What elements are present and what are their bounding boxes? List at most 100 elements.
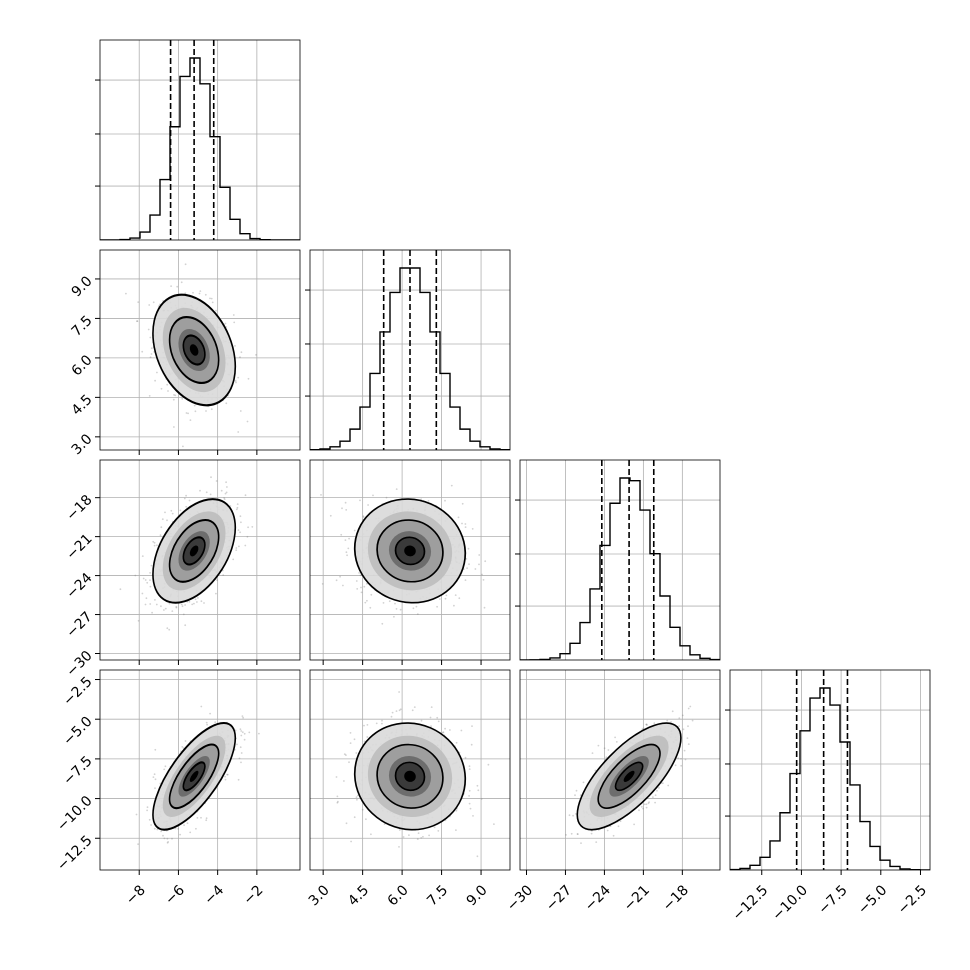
scatter-point — [167, 390, 169, 392]
scatter-point — [347, 547, 350, 550]
scatter-point — [565, 834, 567, 836]
scatter-point — [164, 511, 166, 514]
scatter-point — [603, 747, 606, 750]
scatter-point — [149, 585, 152, 588]
scatter-point — [189, 419, 192, 421]
scatter-point — [154, 787, 156, 790]
scatter-point — [349, 732, 352, 734]
scatter-point — [468, 563, 470, 566]
scatter-point — [224, 778, 227, 781]
scatter-point — [205, 819, 208, 822]
density-shading — [576, 722, 682, 831]
scatter-point — [214, 721, 217, 724]
scatter-point — [364, 601, 367, 604]
scatter-point — [173, 394, 175, 396]
scatter-point — [223, 498, 226, 501]
scatter-point — [336, 801, 339, 804]
scatter-point — [350, 840, 352, 843]
scatter-point — [343, 753, 346, 756]
scatter-point — [215, 592, 217, 595]
scatter-point — [595, 841, 598, 843]
scatter-point — [224, 492, 227, 495]
scatter-point — [645, 806, 648, 809]
scatter-point — [188, 499, 191, 502]
scatter-point — [353, 738, 356, 741]
scatter-point — [216, 579, 219, 582]
scatter-point — [412, 607, 415, 610]
scatter-point — [642, 727, 645, 730]
scatter-point — [200, 600, 203, 603]
scatter-point — [395, 710, 398, 712]
scatter-point — [390, 715, 393, 718]
scatter-point — [346, 554, 348, 557]
scatter-point — [170, 285, 173, 287]
scatter-point — [236, 506, 239, 509]
scatter-point — [198, 292, 201, 295]
x-tick-label: −18 — [660, 882, 692, 914]
scatter-point — [341, 507, 343, 510]
scatter-point — [356, 798, 358, 801]
scatter-point — [152, 540, 155, 543]
scatter-point — [163, 768, 166, 771]
scatter-point — [436, 605, 438, 608]
scatter-point — [155, 603, 158, 606]
scatter-point — [235, 381, 237, 384]
scatter-point — [225, 491, 228, 494]
density-level — [189, 545, 199, 557]
scatter-point — [366, 724, 369, 726]
histogram-2 — [520, 477, 720, 660]
scatter-point — [197, 597, 199, 599]
scatter-point — [166, 841, 169, 844]
scatter-point — [461, 522, 463, 525]
scatter-point — [444, 499, 446, 502]
scatter-point — [689, 705, 692, 708]
x-tick-label: −4 — [201, 882, 227, 908]
scatter-point — [232, 314, 235, 316]
scatter-point — [381, 722, 383, 725]
scatter-point — [242, 716, 245, 719]
scatter-point — [391, 711, 394, 714]
scatter-point — [395, 488, 398, 490]
scatter-point — [234, 345, 236, 347]
scatter-point — [572, 814, 574, 817]
scatter-point — [149, 572, 152, 574]
panel-3-0: −12.5−10.0 −7.5 −5.0 −2.5 −8 −6 −4 −2 — [54, 669, 301, 908]
scatter-point — [684, 758, 687, 761]
scatter-point — [455, 809, 458, 812]
scatter-point — [171, 837, 173, 840]
scatter-point — [590, 832, 593, 835]
scatter-point — [464, 579, 467, 581]
scatter-point — [597, 744, 600, 747]
scatter-point — [226, 773, 229, 776]
scatter-point — [160, 387, 163, 390]
scatter-point — [430, 706, 433, 708]
scatter-point — [345, 551, 348, 554]
scatter-point — [199, 290, 202, 292]
scatter-point — [342, 584, 344, 587]
scatter-point — [224, 775, 227, 778]
scatter-point — [210, 408, 213, 411]
x-tick-label: −7.5 — [815, 882, 850, 917]
scatter-point — [239, 746, 242, 749]
scatter-point — [174, 394, 177, 397]
scatter-point — [185, 412, 188, 414]
scatter-point — [382, 602, 385, 604]
scatter-point — [359, 574, 362, 577]
scatter-point — [141, 350, 144, 353]
scatter-point — [240, 351, 243, 354]
scatter-point — [183, 497, 186, 500]
scatter-point — [233, 321, 236, 324]
scatter-point — [355, 796, 358, 799]
scatter-point — [605, 756, 608, 759]
scatter-point — [465, 558, 468, 560]
scatter-point — [365, 818, 367, 821]
scatter-point — [417, 832, 420, 834]
scatter-point — [243, 732, 246, 735]
scatter-point — [175, 606, 178, 609]
scatter-point — [119, 588, 122, 591]
scatter-point — [225, 481, 228, 484]
scatter-point — [142, 577, 145, 580]
scatter-point — [633, 823, 635, 826]
scatter-point — [164, 765, 167, 768]
y-tick-label: −7.5 — [60, 753, 95, 788]
